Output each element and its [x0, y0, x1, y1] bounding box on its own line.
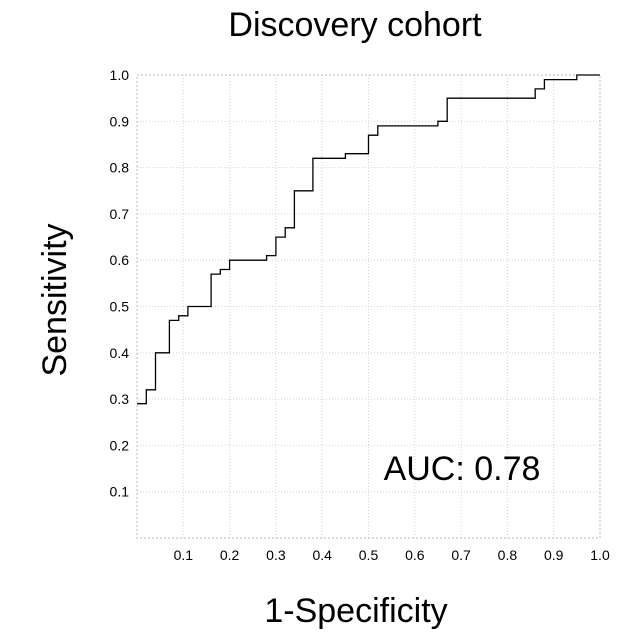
x-tick-label: 0.1	[174, 547, 194, 563]
x-tick-labels: 0.1 0.2 0.3 0.4 0.5 0.6 0.7 0.8 0.9 1.0	[174, 547, 610, 563]
y-axis-label: Sensitivity	[36, 223, 74, 376]
y-tick-labels: 0.1 0.2 0.3 0.4 0.5 0.6 0.7 0.8 0.9 1.0	[110, 67, 130, 500]
y-tick-label: 0.9	[110, 113, 130, 129]
y-tick-label: 0.2	[110, 437, 130, 453]
x-axis-label: 1-Specificity	[264, 592, 447, 630]
x-tick-label: 0.7	[451, 547, 471, 563]
y-tick-label: 0.7	[110, 206, 130, 222]
y-tick-label: 0.4	[110, 345, 130, 361]
x-tick-label: 0.6	[405, 547, 425, 563]
y-tick-label: 0.3	[110, 391, 130, 407]
y-tick-label: 0.6	[110, 252, 130, 268]
x-tick-label: 0.9	[544, 547, 564, 563]
y-tick-label: 0.1	[110, 484, 130, 500]
y-tick-label: 0.5	[110, 299, 130, 315]
chart-title: Discovery cohort	[228, 6, 482, 44]
roc-chart: 0.1 0.2 0.3 0.4 0.5 0.6 0.7 0.8 0.9 1.0 0.1 0.2 0.3…	[0, 0, 640, 640]
x-tick-label: 1.0	[590, 547, 610, 563]
x-tick-label: 0.3	[266, 547, 286, 563]
y-tick-label: 1.0	[110, 67, 130, 83]
chart-canvas: 0.1 0.2 0.3 0.4 0.5 0.6 0.7 0.8 0.9 1.0 0.1 0.2 0.3…	[0, 0, 640, 640]
auc-annotation: AUC: 0.78	[384, 450, 541, 488]
x-tick-label: 0.2	[220, 547, 240, 563]
y-tick-label: 0.8	[110, 160, 130, 176]
x-tick-label: 0.4	[312, 547, 332, 563]
x-tick-label: 0.8	[498, 547, 518, 563]
x-tick-label: 0.5	[359, 547, 379, 563]
